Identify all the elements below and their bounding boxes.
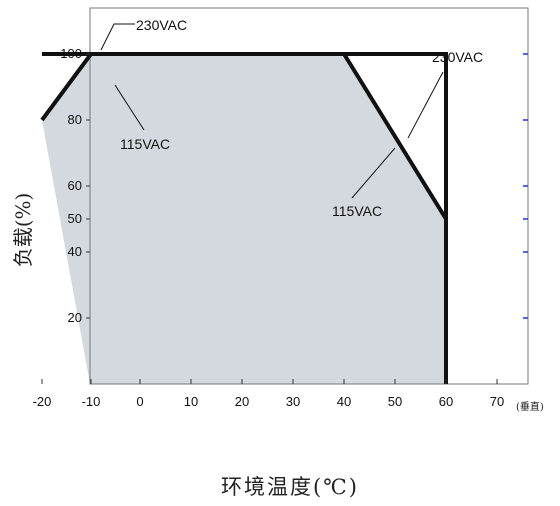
- y-tick-label: 50: [68, 211, 82, 226]
- annotation-layer: 230VAC 230VAC 115VAC 115VAC: [100, 17, 483, 219]
- series-line-115vac: [40, 52, 448, 384]
- y-tick-label: 100: [60, 46, 82, 61]
- x-tick-label: 10: [184, 394, 198, 409]
- x-tick-label: 0: [136, 394, 143, 409]
- x-tick-label: 70: [490, 394, 504, 409]
- fill-layer: [42, 54, 446, 384]
- x-tick-label: 60: [439, 394, 453, 409]
- x-tick-label: 40: [337, 394, 351, 409]
- annotation-leader: [100, 23, 135, 51]
- annotation-leader: [407, 71, 444, 139]
- x-tick-label: 20: [235, 394, 249, 409]
- plot-frame: [89, 7, 529, 385]
- annotation-leader: [114, 84, 145, 131]
- y-tick-label: 80: [68, 112, 82, 127]
- x-tick-label: -10: [82, 394, 101, 409]
- annotation-leader: [351, 147, 396, 199]
- series-layer: [40, 52, 448, 384]
- x-axis-label: 环境温度(℃): [221, 475, 359, 499]
- annotation-label: 230VAC: [136, 17, 187, 33]
- annotation-label: 115VAC: [332, 203, 382, 219]
- y-tick-label: 60: [68, 178, 82, 193]
- x-tick-label: -20: [33, 394, 52, 409]
- annotation-label: 115VAC: [120, 136, 170, 152]
- y-tick-label: 40: [68, 244, 82, 259]
- annotation-label: 230VAC: [432, 49, 483, 65]
- y-tick-label: 20: [68, 310, 82, 325]
- x-unit-note: (垂直): [516, 400, 544, 413]
- area-fill-115vac: [42, 54, 446, 384]
- y-axis-label: 负载(%): [11, 193, 35, 268]
- tick-layer: -20 -10 0 10 20 30 40 50 60 70 20 40 50 60 80 100: [33, 46, 528, 409]
- x-tick-label: 50: [388, 394, 402, 409]
- x-tick-label: 30: [286, 394, 300, 409]
